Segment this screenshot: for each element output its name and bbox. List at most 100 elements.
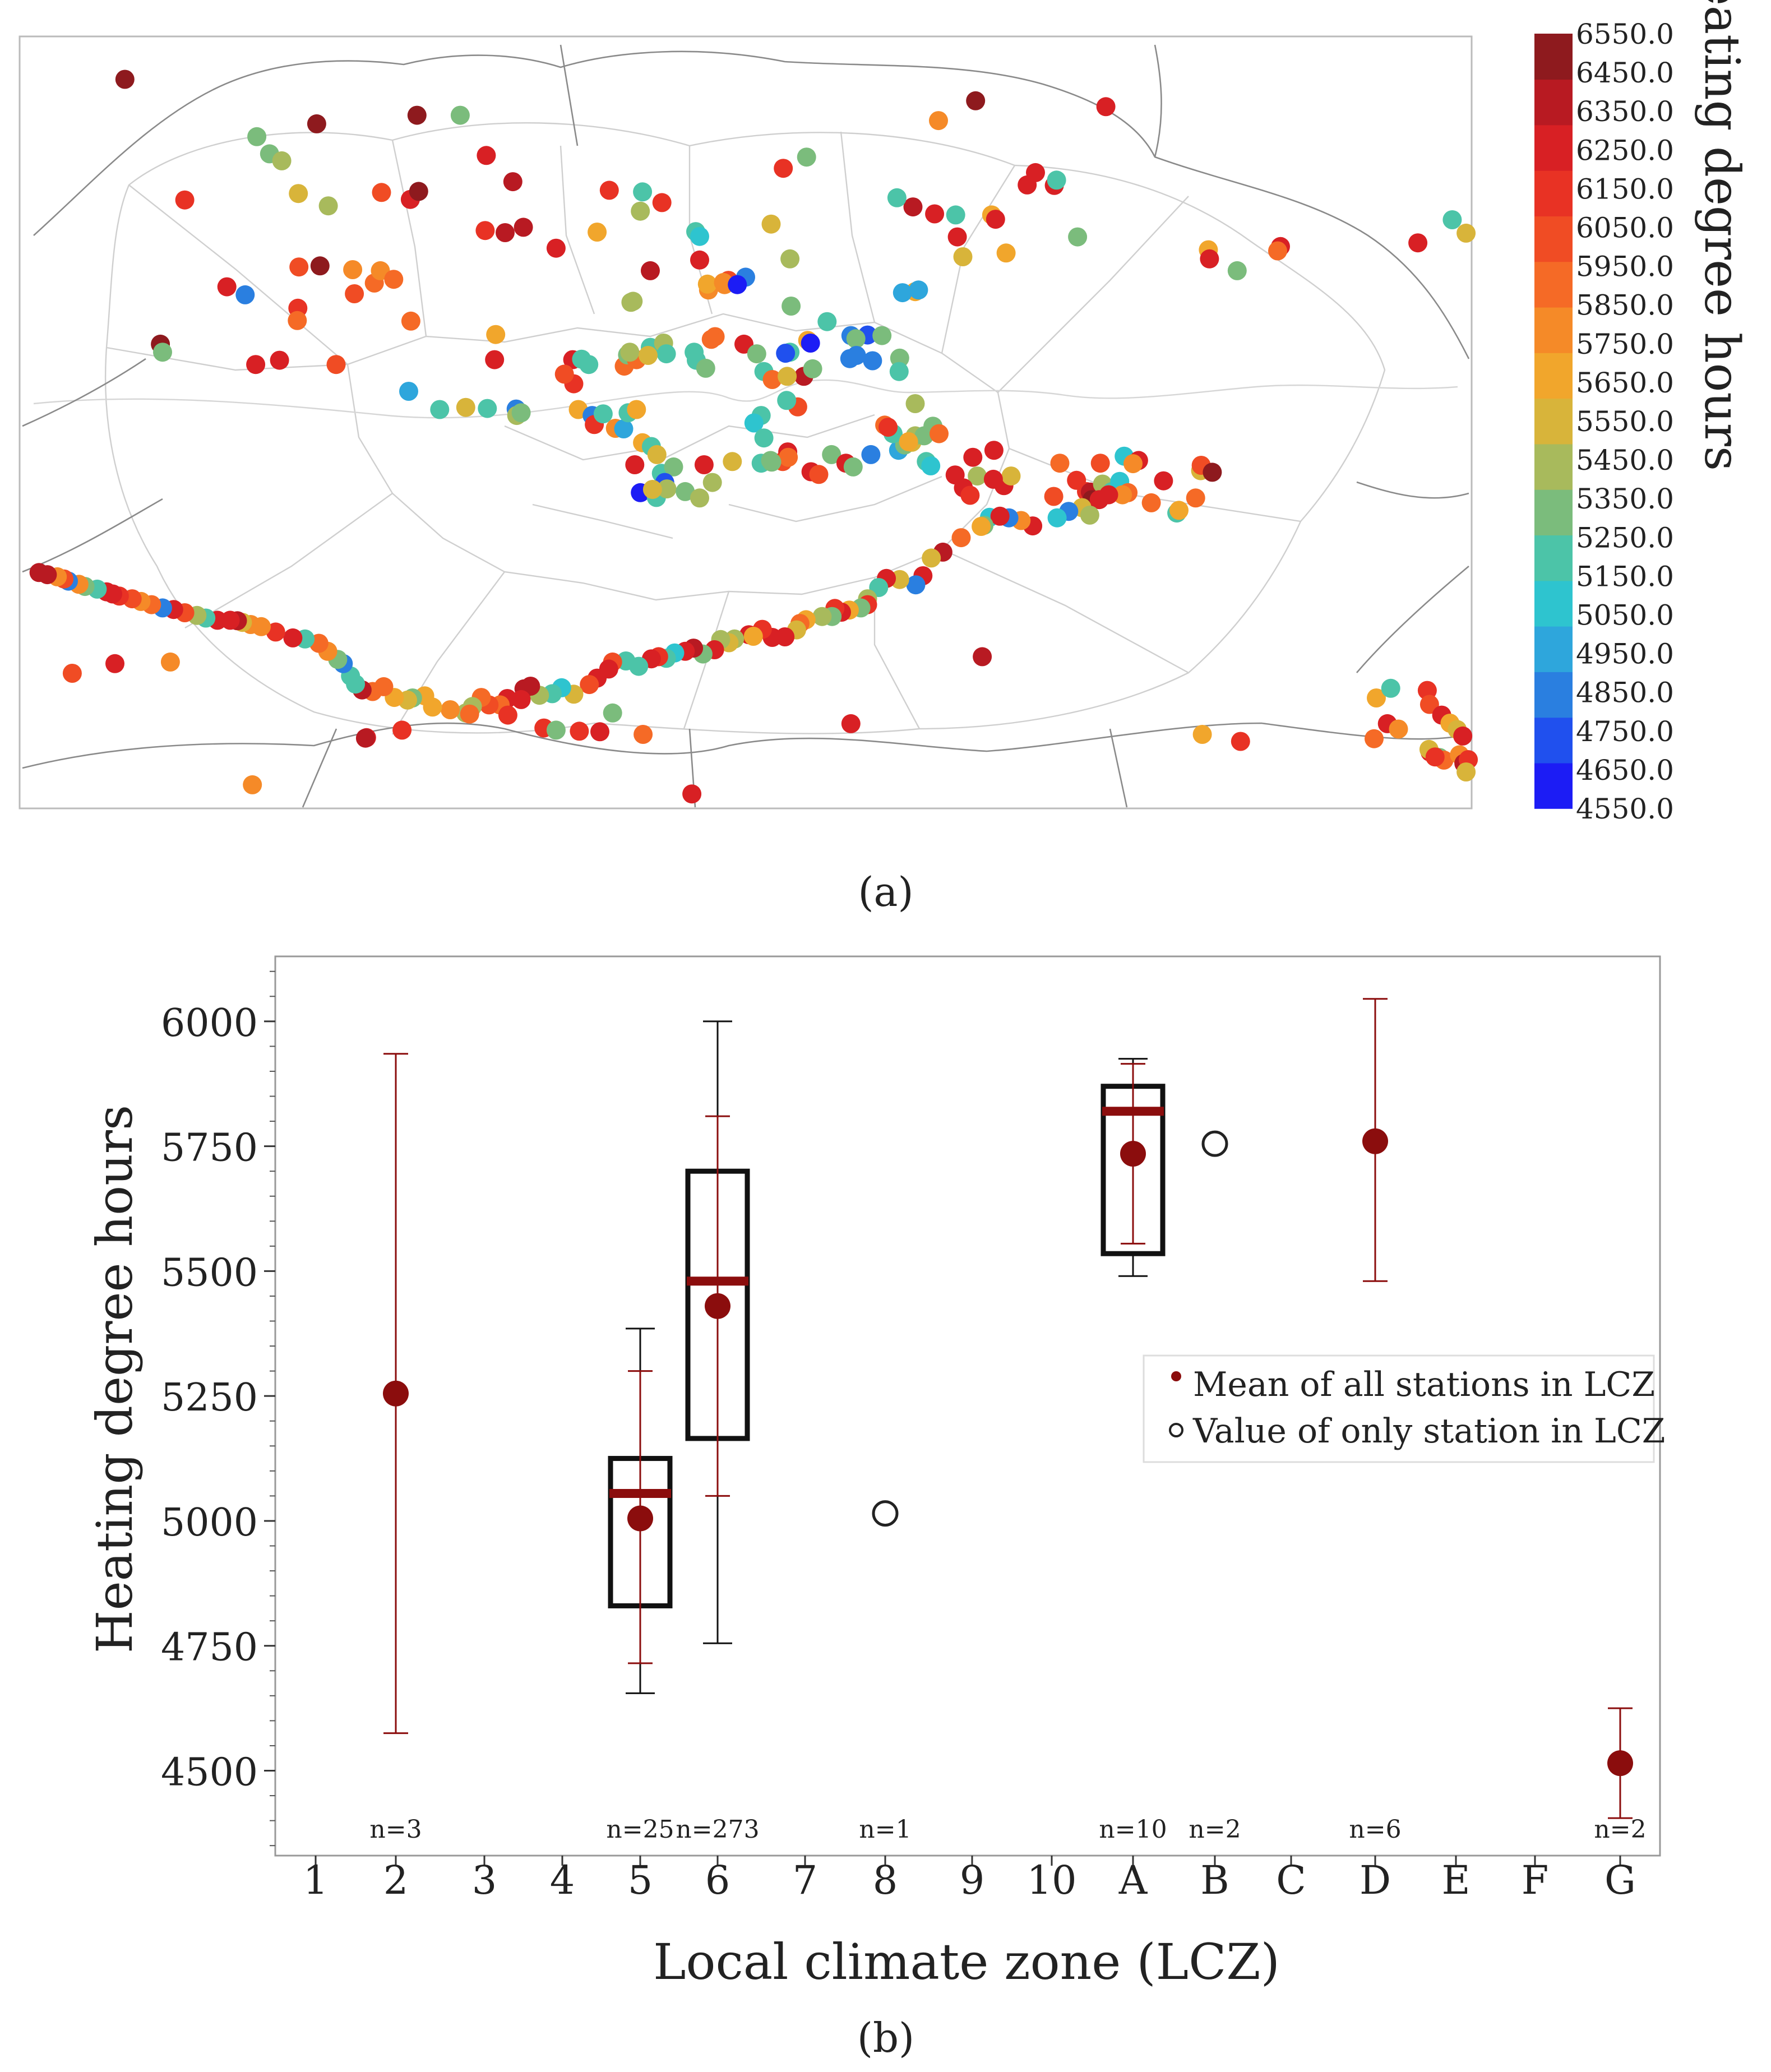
station-point xyxy=(846,329,866,349)
station-point xyxy=(1113,485,1132,505)
station-point xyxy=(723,452,742,471)
colorbar-tick-label: 4550.0 xyxy=(1576,793,1674,825)
colorbar-segment xyxy=(1534,261,1573,308)
station-point xyxy=(779,447,798,467)
station-point xyxy=(441,700,460,719)
station-point xyxy=(694,455,714,474)
station-point xyxy=(973,647,992,667)
y-tick-label: 4500 xyxy=(161,1751,258,1795)
station-point xyxy=(1203,462,1222,482)
x-tick-label: 9 xyxy=(960,1857,985,1903)
station-point xyxy=(1200,249,1219,269)
x-tick-label: 4 xyxy=(550,1857,575,1903)
station-point xyxy=(160,652,180,672)
legend-mean-marker xyxy=(1171,1371,1181,1381)
lcz-group-D: n=6 xyxy=(1349,998,1402,1844)
colorbar-segment xyxy=(1534,353,1573,399)
station-point xyxy=(690,226,709,246)
sample-size-label: n=2 xyxy=(1594,1815,1646,1844)
station-point xyxy=(399,382,418,401)
y-tick-label: 5250 xyxy=(161,1376,258,1420)
station-point xyxy=(657,479,677,499)
station-point xyxy=(921,456,941,475)
y-tick-label: 6000 xyxy=(161,1001,258,1046)
station-point xyxy=(639,346,658,365)
station-point xyxy=(496,223,515,242)
station-point xyxy=(409,182,428,201)
station-point xyxy=(1141,493,1161,512)
station-point xyxy=(685,343,704,362)
lcz-group-2: n=3 xyxy=(369,1053,422,1844)
y-tick-label: 5000 xyxy=(161,1501,258,1545)
x-tick-label: G xyxy=(1604,1857,1636,1903)
station-point xyxy=(307,114,326,133)
station-point xyxy=(822,445,841,464)
station-point xyxy=(486,325,506,344)
station-point xyxy=(960,485,980,505)
station-point xyxy=(475,221,495,240)
station-point xyxy=(546,720,566,740)
colorbar-segment xyxy=(1534,626,1573,672)
station-point xyxy=(588,223,607,242)
colorbar-tick-label: 5050.0 xyxy=(1576,599,1674,632)
station-point xyxy=(762,370,782,389)
station-point xyxy=(1018,175,1037,195)
station-point xyxy=(747,344,766,364)
station-point xyxy=(272,151,292,170)
station-point xyxy=(627,400,646,419)
station-point xyxy=(579,355,599,374)
station-point xyxy=(175,190,195,210)
station-point xyxy=(62,664,82,683)
colorbar-tick-label: 5550.0 xyxy=(1576,405,1674,438)
station-point xyxy=(761,214,781,234)
station-point xyxy=(925,204,945,224)
station-point xyxy=(743,627,763,646)
station-point xyxy=(690,250,709,270)
station-point xyxy=(878,418,898,437)
colorbar-tick-label: 6350.0 xyxy=(1576,95,1674,128)
station-point xyxy=(1186,488,1205,508)
colorbar-segment xyxy=(1534,580,1573,627)
station-point xyxy=(817,312,837,331)
station-point xyxy=(641,261,660,280)
station-point xyxy=(890,348,909,368)
station-point xyxy=(990,506,1010,526)
station-point xyxy=(778,367,797,386)
station-point xyxy=(514,218,533,237)
x-tick-label: E xyxy=(1441,1857,1470,1903)
station-point xyxy=(930,424,949,443)
sample-size-label: n=2 xyxy=(1189,1815,1241,1844)
colorbar-segment xyxy=(1534,124,1573,171)
station-point xyxy=(620,343,640,362)
station-point xyxy=(477,146,496,165)
colorbar-tick-label: 6150.0 xyxy=(1576,173,1674,205)
station-point xyxy=(1367,688,1386,707)
station-point xyxy=(872,326,892,345)
mean-marker xyxy=(627,1505,653,1532)
colorbar-segment xyxy=(1534,398,1573,445)
station-point xyxy=(905,394,925,413)
station-point xyxy=(631,201,650,221)
mean-marker xyxy=(1362,1128,1388,1154)
station-point xyxy=(893,283,912,303)
station-point xyxy=(634,725,653,744)
station-point xyxy=(310,256,330,276)
station-point xyxy=(947,227,967,247)
station-point xyxy=(863,351,882,371)
station-point xyxy=(1080,505,1099,525)
station-point xyxy=(968,466,987,486)
station-point xyxy=(554,364,574,384)
station-point xyxy=(599,181,619,200)
legend-mean-label: Mean of all stations in LCZ xyxy=(1193,1365,1655,1404)
mean-marker xyxy=(705,1293,730,1319)
lcz-groups: n=3 n=25 n=273 n=1 n=10 n=2 n=6 n=2 xyxy=(369,998,1647,1844)
station-point xyxy=(345,284,364,303)
station-point xyxy=(1047,170,1066,190)
x-tick-label: B xyxy=(1200,1857,1229,1903)
station-point xyxy=(1425,747,1445,767)
station-point xyxy=(1169,501,1189,520)
station-point xyxy=(430,400,450,419)
station-point xyxy=(889,362,909,381)
station-point xyxy=(1192,725,1212,744)
colorbar-label: Heating degree hours xyxy=(1694,0,1750,471)
